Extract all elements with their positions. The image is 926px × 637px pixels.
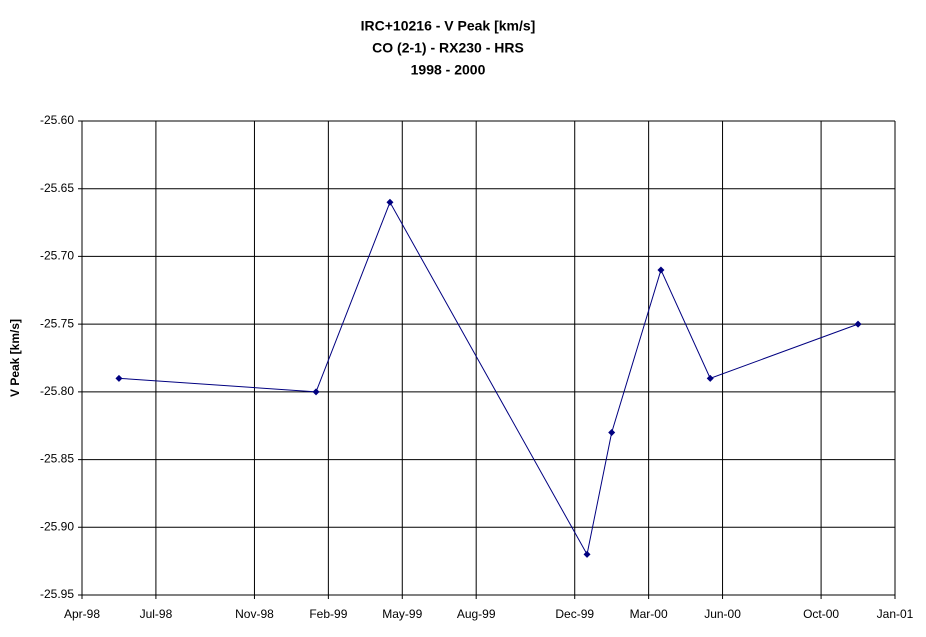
x-tick-label: Jul-98 <box>140 607 173 621</box>
y-tick-label: -25.75 <box>40 316 74 330</box>
data-point <box>608 428 616 436</box>
y-tick-label: -25.90 <box>40 519 74 533</box>
y-axis-label: V Peak [km/s] <box>8 319 22 397</box>
x-tick-label: Feb-99 <box>309 607 347 621</box>
x-tick-label: Jun-00 <box>704 607 741 621</box>
y-tick-label: -25.95 <box>40 587 74 601</box>
y-tick-label: -25.80 <box>40 384 74 398</box>
y-tick-label: -25.85 <box>40 452 74 466</box>
data-point <box>706 374 714 382</box>
data-point <box>583 550 591 558</box>
y-tick-label: -25.70 <box>40 249 74 263</box>
chart-title: IRC+10216 - V Peak [km/s] <box>361 18 536 34</box>
x-tick-label: Oct-00 <box>803 607 839 621</box>
x-tick-label: Mar-00 <box>630 607 668 621</box>
data-line <box>118 201 859 556</box>
x-tick-label: Apr-98 <box>64 607 100 621</box>
data-point <box>657 266 665 274</box>
x-tick-label: May-99 <box>382 607 422 621</box>
chart-subtitle: 1998 - 2000 <box>411 62 486 78</box>
data-point <box>854 320 862 328</box>
x-tick-label: Jan-01 <box>877 607 914 621</box>
data-point <box>115 374 123 382</box>
chart-subtitle: CO (2-1) - RX230 - HRS <box>372 40 524 56</box>
y-tick-label: -25.60 <box>40 113 74 127</box>
data-point <box>386 198 394 206</box>
x-tick-label: Dec-99 <box>555 607 594 621</box>
data-point <box>312 388 320 396</box>
x-tick-label: Aug-99 <box>457 607 496 621</box>
y-tick-label: -25.65 <box>40 181 74 195</box>
x-tick-label: Nov-98 <box>235 607 274 621</box>
